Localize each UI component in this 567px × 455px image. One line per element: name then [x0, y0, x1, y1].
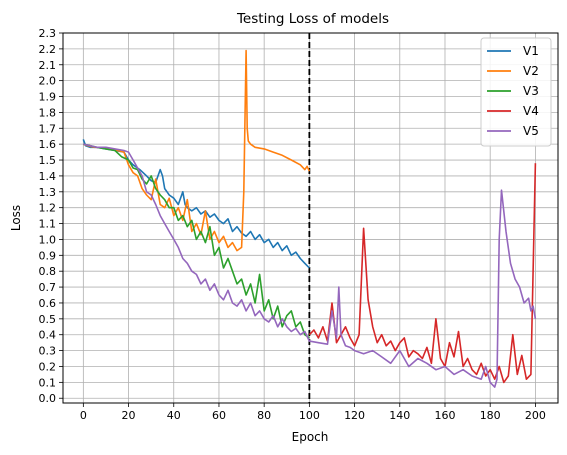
x-tick-label: 120 [344, 409, 365, 422]
y-tick-label: 1.1 [39, 218, 57, 231]
grid-lines [63, 32, 558, 403]
y-tick-label: 1.2 [39, 202, 57, 215]
legend-entry-v4: V4 [523, 104, 539, 118]
y-tick-label: 0.0 [39, 392, 57, 405]
y-tick-label: 0.3 [39, 345, 57, 358]
y-tick-label: 2.1 [39, 59, 57, 72]
y-tick-label: 2.0 [39, 75, 57, 88]
legend-entry-v3: V3 [523, 84, 539, 98]
y-tick-label: 2.2 [39, 43, 57, 56]
x-tick-label: 160 [434, 409, 455, 422]
x-tick-label: 180 [480, 409, 501, 422]
y-axis-ticks: 0.0 0.1 0.2 0.3 0.4 0.5 0.6 0.7 0.8 0.9 1.0 1.1 1.2 1… [39, 27, 63, 405]
y-tick-label: 1.5 [39, 154, 57, 167]
x-tick-label: 80 [257, 409, 271, 422]
y-tick-label: 0.8 [39, 265, 57, 278]
x-tick-label: 20 [122, 409, 136, 422]
x-axis-ticks: 0 20 40 60 80 100 120 140 160 180 200 [80, 403, 546, 422]
legend-entry-v5: V5 [523, 124, 539, 138]
y-tick-label: 2.3 [39, 27, 57, 40]
x-tick-label: 200 [525, 409, 546, 422]
legend-box [480, 37, 552, 147]
y-tick-label: 0.5 [39, 313, 57, 326]
x-tick-label: 140 [389, 409, 410, 422]
x-axis-label: Epoch [292, 430, 329, 444]
legend-entry-v2: V2 [523, 64, 539, 78]
series-line-v5 [83, 143, 537, 388]
y-tick-label: 1.0 [39, 233, 57, 246]
legend: V1 V2 V3 V4 V5 [480, 37, 552, 147]
y-tick-label: 1.6 [39, 138, 57, 151]
y-tick-label: 1.3 [39, 186, 57, 199]
y-tick-label: 1.9 [39, 91, 57, 104]
x-tick-label: 60 [212, 409, 226, 422]
x-tick-label: 40 [167, 409, 181, 422]
legend-entry-v1: V1 [523, 44, 539, 58]
series-layer [82, 49, 537, 388]
chart-title: Testing Loss of models [236, 11, 389, 27]
y-tick-label: 0.7 [39, 281, 57, 294]
x-tick-label: 0 [80, 409, 87, 422]
y-tick-label: 1.4 [39, 170, 57, 183]
y-tick-label: 0.1 [39, 376, 57, 389]
y-tick-label: 0.6 [39, 297, 57, 310]
y-tick-label: 1.8 [39, 106, 57, 119]
series-line-v2 [83, 49, 311, 252]
x-tick-label: 100 [299, 409, 320, 422]
series-line-v1 [82, 139, 310, 269]
y-axis-label: Loss [9, 205, 23, 231]
y-tick-label: 0.9 [39, 249, 57, 262]
series-line-v3 [83, 143, 310, 339]
y-tick-label: 0.2 [39, 360, 57, 373]
y-tick-label: 0.4 [39, 329, 57, 342]
plot-frame [62, 32, 559, 404]
y-tick-label: 1.7 [39, 122, 57, 135]
